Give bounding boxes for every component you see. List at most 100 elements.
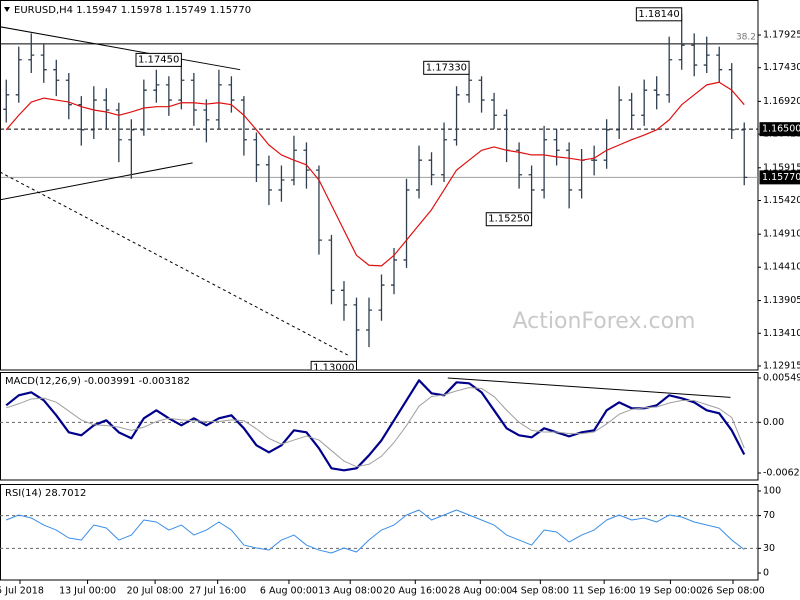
ohlc-bar: [403, 178, 410, 268]
y-tick-label: 1.14410: [763, 262, 800, 273]
indicator-line: [6, 387, 745, 468]
ohlc-bar: [40, 43, 47, 83]
annotation-box: [635, 7, 683, 22]
ohlc-bar: [628, 92, 635, 130]
indicator-line: [5, 379, 746, 472]
y-tick-label: 0: [763, 568, 769, 579]
ohlc-bar: [716, 46, 723, 83]
price-level-box: [759, 122, 800, 137]
y-tick-label: 1.13410: [763, 328, 800, 339]
ohlc-bar: [103, 88, 110, 130]
ohlc-bar: [591, 145, 598, 176]
price-level-box: [759, 170, 800, 185]
ohlc-bar: [641, 79, 648, 126]
annotation-box: [135, 52, 182, 67]
y-tick-label: 1.12915: [763, 360, 800, 371]
ohlc-bar: [728, 63, 735, 140]
y-tick-label: 1.17430: [763, 62, 800, 73]
pane-title: EURUSD,H4 1.15947 1.15978 1.15749 1.1577…: [14, 5, 251, 16]
trend-line: [1, 26, 241, 71]
x-tick-label: 13 Jul 00:00: [59, 586, 116, 597]
x-tick-label: 26 Sep 08:00: [701, 586, 764, 597]
ohlc-bar: [28, 33, 35, 73]
ohlc-bar: [215, 69, 222, 130]
ohlc-bar: [253, 132, 260, 182]
ohlc-bar: [115, 102, 122, 163]
fib-label: 38.2: [736, 32, 756, 42]
ohlc-bar: [190, 72, 197, 126]
y-tick-label: 1.13905: [763, 295, 800, 306]
ohlc-bar: [328, 234, 335, 305]
y-tick-label: 0.00: [763, 417, 784, 428]
ohlc-bar: [128, 119, 135, 179]
ohlc-bar: [478, 76, 485, 113]
annotation-box: [485, 212, 533, 227]
ohlc-bar: [265, 155, 272, 206]
annotation-label: 1.13000: [313, 362, 354, 373]
x-tick-label: 28 Aug 00:00: [448, 586, 512, 597]
price-level-label: 1.16500: [762, 124, 800, 135]
ohlc-bar: [491, 92, 498, 130]
price-level-label: 1.15770: [762, 172, 800, 183]
y-tick-label: 100: [763, 485, 781, 496]
x-tick-label: 11 Sep 16:00: [572, 586, 635, 597]
annotation-box: [310, 360, 357, 370]
ohlc-bar: [153, 69, 160, 103]
ohlc-bar: [528, 165, 535, 212]
indicator-line: [5, 81, 745, 267]
ohlc-bar: [453, 86, 460, 146]
ohlc-bar: [653, 76, 660, 110]
pane-title: MACD(12,26,9) -0.003991 -0.003182: [5, 376, 190, 387]
ohlc-bar: [691, 33, 698, 77]
ohlc-bar: [53, 59, 60, 97]
x-tick-label: 5 Jul 2018: [0, 586, 44, 597]
ohlc-bar: [3, 79, 10, 123]
x-tick-label: 6 Aug 00:00: [260, 586, 318, 597]
watermark: ActionForex.com: [513, 309, 696, 334]
ohlc-bar: [566, 142, 573, 209]
ohlc-bar: [353, 297, 360, 361]
y-tick-label: 1.16920: [763, 96, 800, 107]
indicator-line: [6, 509, 745, 554]
y-tick-label: 0.005498: [763, 372, 800, 383]
annotation-box: [423, 60, 470, 75]
ohlc-bar: [203, 99, 210, 143]
ohlc-bar: [78, 96, 85, 146]
annotation-label: 1.18140: [638, 9, 679, 20]
ohlc-bar: [165, 76, 172, 116]
x-tick-label: 27 Jul 16:00: [189, 586, 246, 597]
ohlc-bar: [466, 74, 473, 103]
annotation-label: 1.17450: [138, 54, 179, 65]
ohlc-bar: [90, 86, 97, 140]
y-tick-label: 1.17925: [763, 30, 800, 41]
x-tick-label: 20 Aug 16:00: [383, 586, 447, 597]
ohlc-bar: [441, 122, 448, 182]
trend-line: [447, 377, 731, 398]
ohlc-bar: [678, 20, 685, 70]
ohlc-bar: [703, 36, 710, 73]
x-tick-label: 20 Jul 08:00: [127, 586, 184, 597]
ohlc-bar: [340, 281, 347, 321]
x-tick-label: 13 Aug 08:00: [318, 586, 382, 597]
ohlc-bar: [741, 122, 748, 186]
ohlc-bar: [516, 142, 523, 189]
annotation-label: 1.15250: [488, 214, 529, 225]
y-tick-label: 1.14910: [763, 229, 800, 240]
pane-frame: [0, 0, 759, 371]
ohlc-bar: [541, 125, 548, 199]
ohlc-bar: [65, 72, 72, 120]
ohlc-bar: [240, 96, 247, 156]
y-tick-label: 1.15420: [763, 195, 800, 206]
collapse-icon: [4, 7, 10, 12]
ohlc-bar: [666, 36, 673, 103]
ohlc-bar: [416, 145, 423, 199]
pane-title: RSI(14) 28.7012: [5, 488, 86, 499]
ohlc-bar: [278, 165, 285, 202]
annotation-label: 1.17330: [426, 62, 467, 73]
ohlc-bar: [365, 297, 372, 348]
y-tick-label: 30: [763, 543, 775, 554]
y-tick-label: 70: [763, 510, 775, 521]
